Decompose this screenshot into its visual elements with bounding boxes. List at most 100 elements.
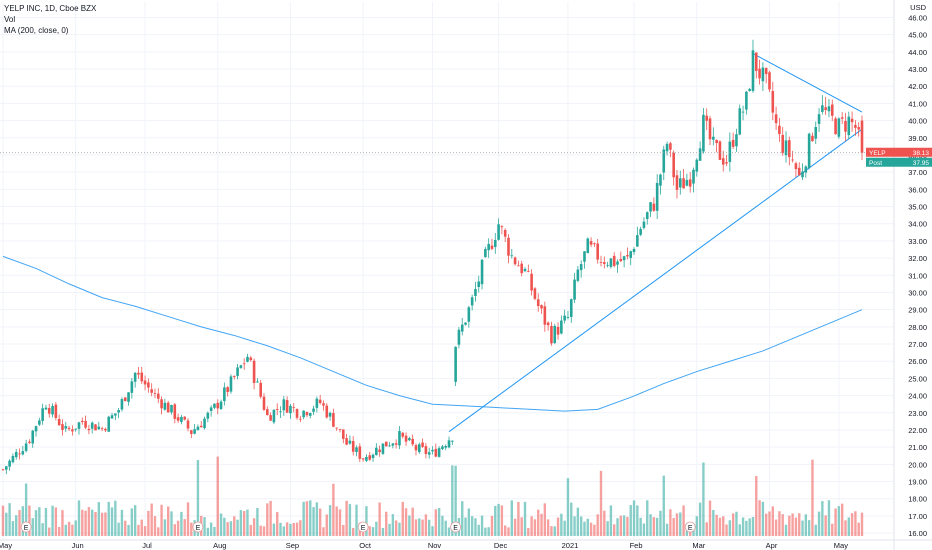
volume-bar [771, 506, 774, 536]
candle-body [834, 118, 837, 135]
candle-body [669, 143, 672, 150]
candle-body [662, 149, 666, 173]
volume-bar [798, 513, 801, 536]
volume-bar [613, 524, 616, 536]
candle-body [556, 326, 560, 335]
volume-bar [636, 505, 639, 536]
candle-body [289, 405, 292, 414]
volume-bar [791, 513, 794, 536]
candle-body [784, 140, 788, 156]
candle-body [566, 317, 570, 318]
volume-bar [814, 524, 817, 536]
volume-bar [837, 506, 841, 536]
candle-body [302, 410, 305, 418]
volume-bar [209, 522, 213, 536]
candle-body [487, 243, 490, 251]
candle-body [560, 320, 563, 334]
volume-bar [309, 500, 312, 536]
candle-body [223, 387, 226, 402]
candle-body [754, 52, 758, 71]
volume-bar [388, 523, 391, 536]
volume-bar [619, 515, 623, 536]
volume-bar [318, 508, 322, 536]
candle-body [133, 372, 137, 382]
volume-bar [745, 520, 748, 536]
volume-bar [722, 516, 725, 536]
y-tick-label: 23.00 [908, 409, 927, 418]
volume-bar [289, 523, 292, 536]
candle-body [401, 432, 405, 437]
candle-body [451, 440, 454, 442]
volume-bar [414, 519, 418, 536]
candle-body [728, 141, 732, 162]
earnings-marker-label: E [24, 525, 29, 532]
candle-body [153, 393, 157, 395]
volume-bar [801, 520, 804, 536]
last-price-tag [866, 147, 932, 157]
volume-bar [292, 523, 295, 536]
candle-body [507, 237, 510, 256]
candle-body [586, 238, 590, 254]
volume-bar [794, 517, 798, 536]
candle-body [830, 104, 834, 116]
y-tick-label: 22.00 [908, 426, 927, 435]
candle-body [54, 404, 58, 418]
volume-bar [104, 512, 107, 536]
volume-bar [256, 507, 259, 536]
volume-bar [166, 506, 170, 536]
candle-body [381, 443, 385, 454]
y-tick-label: 41.00 [908, 99, 927, 108]
volume-bar [285, 522, 289, 536]
volume-bar [474, 518, 477, 536]
volume-bar [312, 507, 315, 536]
candle-body [8, 460, 11, 467]
candle-body [626, 255, 629, 257]
volume-bar [84, 510, 87, 536]
volume-bar [150, 503, 153, 536]
candle-body [219, 401, 223, 409]
volume-bar [411, 507, 414, 536]
candle-body [672, 152, 675, 178]
candle-body [771, 91, 775, 113]
candle-body [642, 221, 646, 228]
candle-body [117, 410, 120, 413]
volume-bar [157, 527, 160, 536]
candle-body [51, 405, 54, 415]
candle-body [821, 105, 824, 112]
candle-body [315, 398, 319, 408]
volume-bar [391, 514, 395, 536]
candle-body [764, 67, 768, 75]
y-tick-label: 29.00 [908, 306, 927, 315]
candle-body [860, 120, 864, 153]
x-tick-label: Feb [630, 541, 643, 550]
volume-bar [127, 524, 130, 536]
x-tick-label: Sep [286, 541, 299, 550]
candle-body [259, 382, 262, 397]
volume-bar [226, 522, 229, 536]
candle-body [702, 114, 705, 152]
candle-body [678, 178, 682, 188]
candle-body [44, 407, 48, 410]
candle-body [431, 449, 434, 452]
candle-body [196, 426, 200, 431]
candle-body [500, 226, 504, 228]
candle-body [100, 428, 104, 430]
volume-legend: Vol [4, 15, 16, 24]
volume-bar [120, 509, 124, 536]
volume-bar [451, 465, 454, 536]
volume-bar [61, 510, 64, 536]
volume-bar [642, 523, 646, 536]
candle-body [371, 454, 375, 459]
volume-bar [444, 520, 447, 536]
volume-bar [385, 511, 388, 536]
volume-bar [626, 516, 629, 536]
volume-bar [840, 503, 844, 536]
candle-body [636, 235, 639, 247]
candle-body [474, 288, 477, 296]
candle-body [593, 243, 596, 245]
volume-bar [520, 517, 523, 536]
candle-body [563, 315, 566, 321]
earnings-marker [192, 521, 204, 533]
